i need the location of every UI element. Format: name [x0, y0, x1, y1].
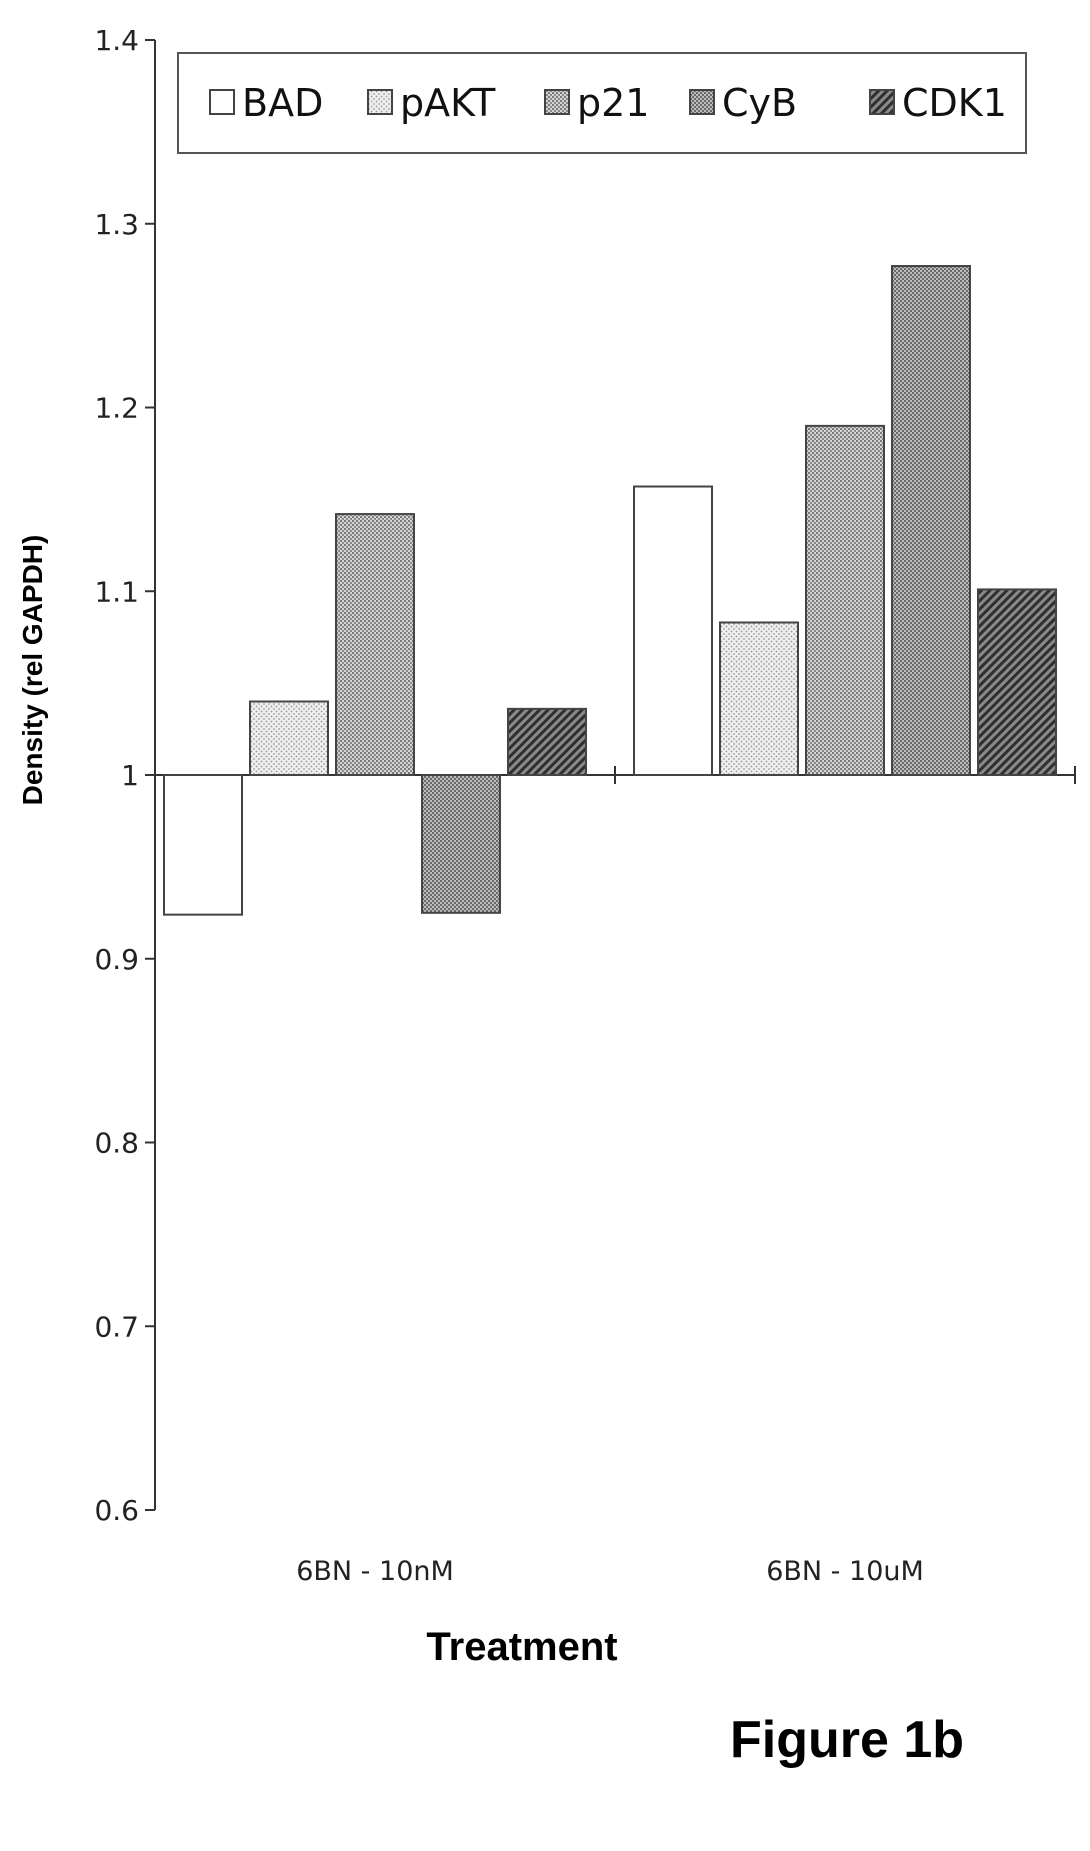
figure-caption: Figure 1b: [730, 1711, 965, 1769]
y-tick-label: 1.3: [94, 208, 139, 241]
y-axis: 0.6 0.7 0.8 0.9 1 1.1 1.2 1.3 1.4: [94, 24, 156, 1527]
bar-chart: 0.60.70.80.911.11.21.31.4 6BN - 10nM 6BN …: [17, 24, 1076, 1669]
legend-label-p21: p21: [577, 81, 649, 125]
bar-cdk1-1: [507, 707, 587, 776]
bar-cyb-2: [891, 265, 971, 776]
bar-p21-2: [805, 424, 885, 776]
legend-swatch-bad: [209, 89, 235, 115]
y-tick-label: 0.6: [94, 1494, 139, 1527]
legend-label-pakt: pAKT: [400, 81, 496, 125]
y-tick-label: 1.1: [94, 575, 139, 608]
bars: [163, 265, 1057, 916]
legend-swatch-cdk1: [869, 89, 895, 115]
y-tick-label: 1.2: [94, 392, 139, 425]
y-tick-label: 1.4: [94, 24, 139, 57]
legend-label-bad: BAD: [242, 81, 323, 125]
x-category-label: 6BN - 10nM: [296, 1556, 454, 1587]
bar-bad-1: [163, 774, 243, 916]
bar-pakt-1: [249, 700, 329, 776]
bar-bad-2: [633, 485, 713, 776]
y-axis-title: Density (rel GAPDH): [17, 535, 48, 806]
bar-cyb-1: [421, 774, 501, 914]
legend-swatch-p21: [544, 89, 570, 115]
y-tick-label: 0.7: [94, 1310, 139, 1343]
legend-swatch-cyb: [689, 89, 715, 115]
legend: BAD pAKT p21 CyB CDK1: [177, 52, 1027, 154]
legend-label-cyb: CyB: [722, 81, 797, 125]
y-tick-label: 0.9: [94, 943, 139, 976]
x-axis-title: Treatment: [426, 1625, 617, 1669]
y-tick-label: 0.8: [94, 1127, 139, 1160]
bar-pakt-2: [719, 621, 799, 776]
bar-cdk1-2: [977, 588, 1057, 776]
category-labels: 6BN - 10nM 6BN - 10uM: [296, 1556, 924, 1587]
y-tick-label: 1: [121, 759, 139, 792]
legend-swatch-pakt: [367, 89, 393, 115]
legend-label-cdk1: CDK1: [902, 81, 1007, 125]
x-category-label: 6BN - 10uM: [766, 1556, 924, 1587]
bar-p21-1: [335, 513, 415, 776]
